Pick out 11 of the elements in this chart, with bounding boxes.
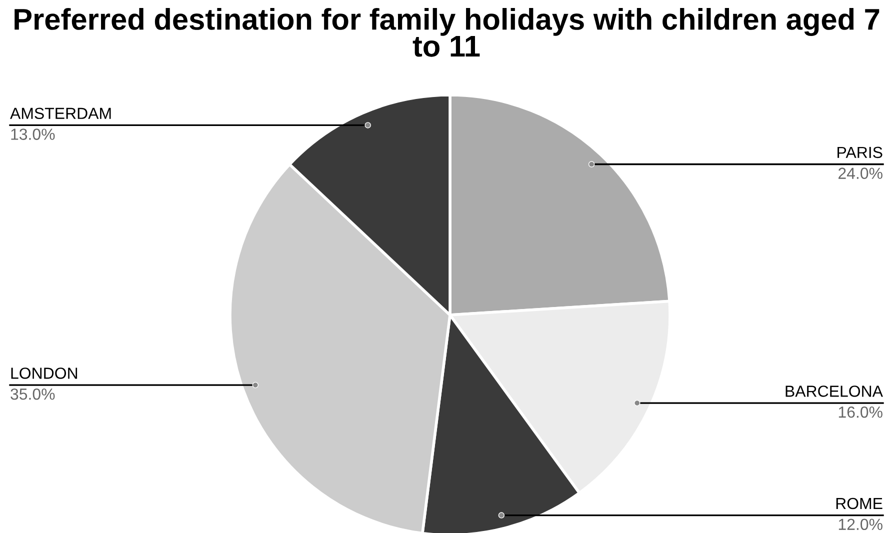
data-label: 12.0% [838, 518, 882, 530]
data-label: 24.0% [838, 168, 882, 179]
slice-label: ROME [836, 498, 882, 510]
slice-label: PARIS [838, 146, 882, 158]
data-label: 16.0% [838, 406, 882, 418]
slice-label: BARCELONA [786, 386, 883, 397]
data-label: 13.0% [11, 128, 55, 140]
chart-title: Preferred destination for family holidays with children aged 7 to 11 [14, 8, 880, 57]
data-label: 35.0% [10, 388, 55, 400]
slice-label: LONDON [11, 368, 78, 379]
slice-label: AMSTERDAM [10, 108, 111, 120]
